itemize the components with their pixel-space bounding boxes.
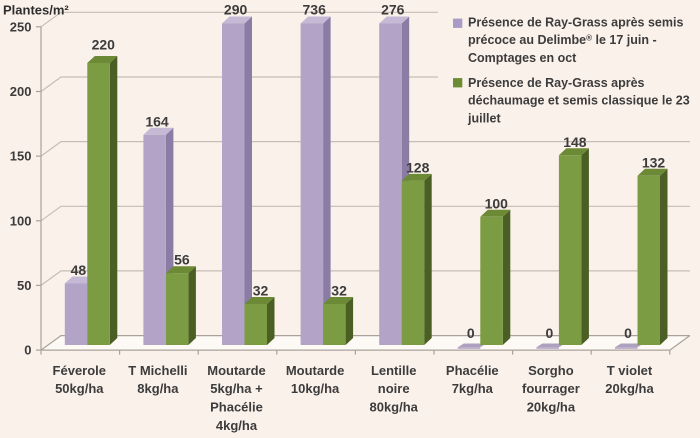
svg-text:128: 128 (406, 159, 430, 175)
svg-text:10kg/ha: 10kg/ha (291, 381, 340, 396)
svg-text:8kg/ha: 8kg/ha (137, 381, 179, 396)
svg-text:fourrager: fourrager (522, 381, 580, 396)
svg-text:20kg/ha: 20kg/ha (527, 400, 576, 415)
svg-text:100: 100 (10, 213, 32, 228)
svg-text:juillet: juillet (467, 112, 501, 126)
svg-text:T Michelli: T Michelli (128, 363, 187, 378)
svg-text:290: 290 (224, 1, 248, 17)
svg-text:100: 100 (485, 195, 509, 211)
svg-text:Présence de Ray-Grass après se: Présence de Ray-Grass après semis (468, 15, 683, 29)
svg-text:220: 220 (92, 37, 116, 53)
svg-text:56: 56 (174, 252, 190, 268)
svg-text:148: 148 (563, 134, 587, 150)
svg-text:Phacélie: Phacélie (210, 400, 263, 415)
svg-text:0: 0 (467, 325, 475, 341)
svg-text:50kg/ha: 50kg/ha (55, 381, 104, 396)
svg-text:250: 250 (10, 19, 32, 34)
svg-text:150: 150 (10, 149, 32, 164)
svg-text:0: 0 (624, 325, 632, 341)
svg-text:0: 0 (546, 325, 554, 341)
svg-text:736: 736 (303, 1, 327, 17)
svg-text:48: 48 (71, 262, 87, 278)
svg-text:Lentille: Lentille (371, 363, 417, 378)
svg-text:0: 0 (24, 343, 31, 358)
svg-text:Féverole: Féverole (53, 363, 106, 378)
svg-text:Moutarde: Moutarde (207, 363, 266, 378)
svg-text:Phacélie: Phacélie (446, 363, 499, 378)
svg-text:noire: noire (378, 381, 410, 396)
svg-text:200: 200 (10, 84, 32, 99)
svg-text:T violet: T violet (607, 363, 653, 378)
svg-text:Comptages en oct: Comptages en oct (468, 51, 577, 65)
svg-text:132: 132 (642, 154, 666, 170)
svg-text:276: 276 (381, 1, 405, 17)
svg-text:Moutarde: Moutarde (286, 363, 345, 378)
svg-text:Sorgho: Sorgho (528, 363, 574, 378)
svg-text:5kg/ha +: 5kg/ha + (210, 381, 263, 396)
svg-text:précoce au Delimbe® le 17 juin: précoce au Delimbe® le 17 juin - (468, 33, 657, 47)
svg-text:Présence de Ray-Grass après: Présence de Ray-Grass après (468, 76, 645, 90)
svg-text:164: 164 (145, 113, 169, 129)
svg-text:déchaumage et semis classique: déchaumage et semis classique le 23 (468, 94, 690, 108)
svg-text:20kg/ha: 20kg/ha (605, 381, 654, 396)
svg-text:32: 32 (253, 283, 269, 299)
svg-text:50: 50 (17, 278, 31, 293)
svg-text:4kg/ha: 4kg/ha (216, 418, 258, 433)
svg-text:7kg/ha: 7kg/ha (452, 381, 494, 396)
svg-text:80kg/ha: 80kg/ha (369, 400, 418, 415)
svg-text:Plantes/m²: Plantes/m² (3, 3, 69, 18)
svg-text:32: 32 (331, 283, 347, 299)
